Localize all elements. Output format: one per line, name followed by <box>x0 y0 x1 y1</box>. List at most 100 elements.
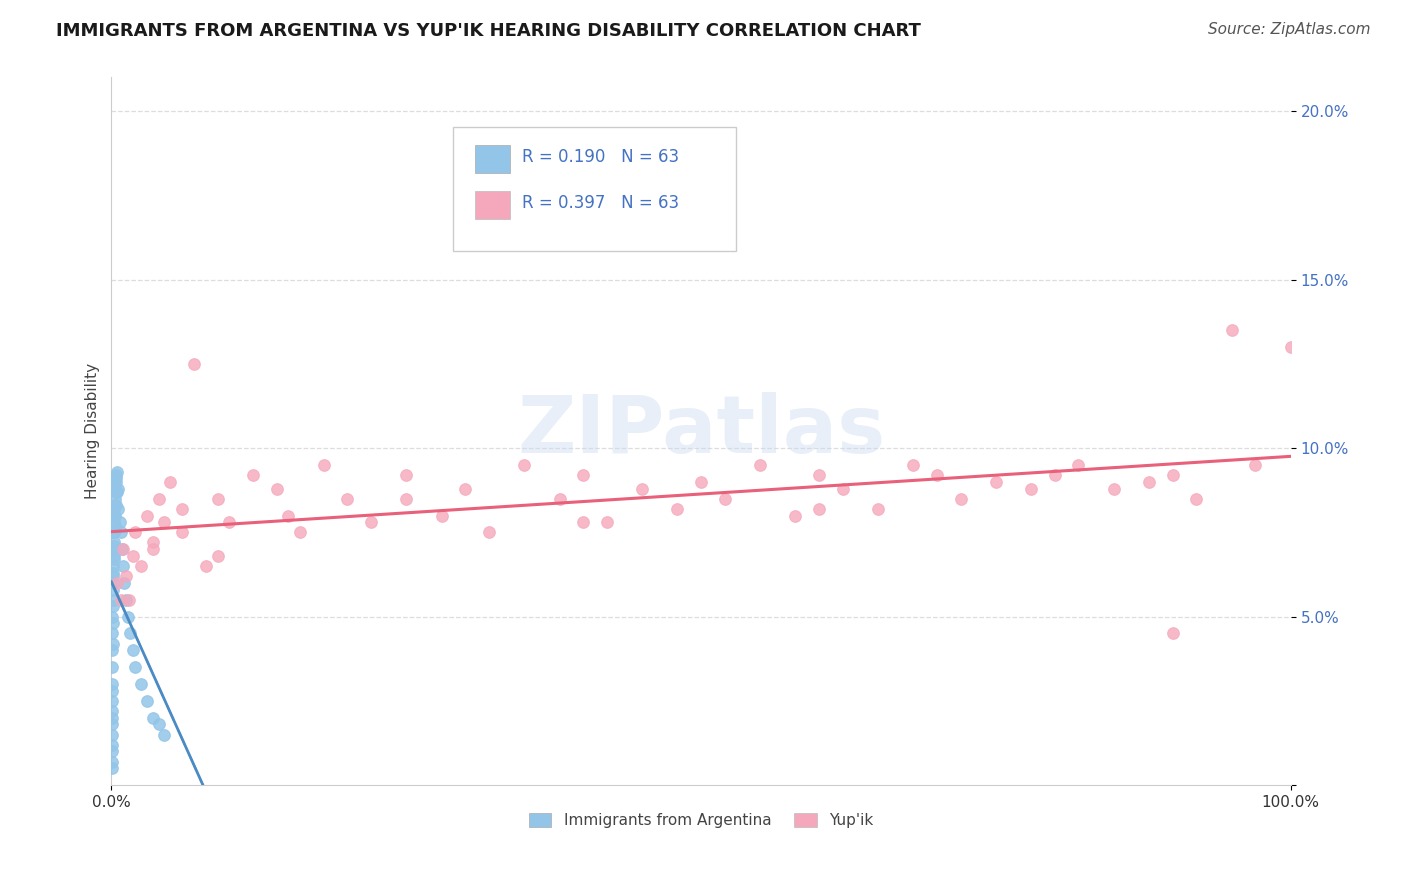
Point <box>101 660 124 674</box>
Point <box>153 515 176 529</box>
Point <box>105 575 128 590</box>
Point <box>312 458 335 472</box>
Point <box>104 484 127 499</box>
Point <box>101 711 124 725</box>
Point <box>277 508 299 523</box>
Point <box>112 575 135 590</box>
Point <box>101 592 124 607</box>
Point <box>194 559 217 574</box>
Point <box>101 744 124 758</box>
Point <box>1102 482 1125 496</box>
Point <box>103 525 125 540</box>
Point <box>101 727 124 741</box>
Point <box>103 566 125 580</box>
Point <box>1161 626 1184 640</box>
Point <box>1043 468 1066 483</box>
Point <box>101 616 124 631</box>
Point <box>105 465 128 479</box>
Point <box>104 508 127 523</box>
Point <box>949 491 972 506</box>
Point <box>360 515 382 529</box>
Point <box>101 761 124 775</box>
Point <box>430 508 453 523</box>
Point <box>148 491 170 506</box>
Point <box>101 575 124 590</box>
Point <box>129 559 152 574</box>
Point <box>105 471 128 485</box>
Point <box>104 518 127 533</box>
Point <box>101 704 124 718</box>
Point <box>713 491 735 506</box>
Point <box>103 535 125 549</box>
Point <box>101 694 124 708</box>
Point <box>104 491 127 506</box>
Point <box>121 549 143 563</box>
Point <box>785 508 807 523</box>
Point <box>207 549 229 563</box>
Point <box>103 549 125 563</box>
Point <box>903 458 925 472</box>
Legend: Immigrants from Argentina, Yup'ik: Immigrants from Argentina, Yup'ik <box>523 806 880 834</box>
Point <box>103 501 125 516</box>
Point <box>596 515 619 529</box>
Point <box>101 599 124 614</box>
Point <box>103 515 125 529</box>
Point <box>242 468 264 483</box>
Point <box>159 475 181 489</box>
Point <box>749 458 772 472</box>
Point <box>101 542 124 557</box>
Point <box>104 475 127 489</box>
Point <box>101 683 124 698</box>
Text: R = 0.190   N = 63: R = 0.190 N = 63 <box>522 148 679 166</box>
Point <box>207 491 229 506</box>
Point <box>103 525 125 540</box>
Point <box>1244 458 1267 472</box>
Point <box>831 482 853 496</box>
Point <box>1185 491 1208 506</box>
Text: R = 0.397   N = 63: R = 0.397 N = 63 <box>522 194 679 212</box>
Point <box>124 525 146 540</box>
Point <box>105 468 128 483</box>
Point <box>104 499 127 513</box>
Point <box>103 552 125 566</box>
Point <box>101 677 124 691</box>
Point <box>101 636 124 650</box>
Point <box>153 727 176 741</box>
Point <box>866 501 889 516</box>
Point <box>104 499 127 513</box>
Point <box>666 501 689 516</box>
Point <box>925 468 948 483</box>
Point <box>172 501 194 516</box>
Point <box>1161 468 1184 483</box>
Point <box>395 491 418 506</box>
Point <box>112 542 135 557</box>
Point <box>114 592 136 607</box>
Point <box>101 609 124 624</box>
Point <box>110 525 132 540</box>
Point <box>105 484 128 499</box>
Point <box>110 592 132 607</box>
Point <box>808 501 831 516</box>
Point <box>104 482 127 496</box>
Text: Source: ZipAtlas.com: Source: ZipAtlas.com <box>1208 22 1371 37</box>
Point <box>218 515 240 529</box>
Point <box>101 626 124 640</box>
Point <box>454 482 477 496</box>
Point <box>548 491 571 506</box>
Point <box>984 475 1007 489</box>
Point <box>107 482 129 496</box>
Point <box>1067 458 1090 472</box>
Point <box>101 559 124 574</box>
Text: ZIPatlas: ZIPatlas <box>517 392 886 470</box>
Point <box>111 542 134 557</box>
Point <box>513 458 536 472</box>
Point <box>1279 340 1302 354</box>
Point <box>1137 475 1160 489</box>
Point <box>121 643 143 657</box>
Point <box>118 592 141 607</box>
FancyBboxPatch shape <box>453 127 737 251</box>
Point <box>1220 323 1243 337</box>
Y-axis label: Hearing Disability: Hearing Disability <box>86 363 100 500</box>
Point <box>1019 482 1042 496</box>
Point <box>103 508 125 523</box>
